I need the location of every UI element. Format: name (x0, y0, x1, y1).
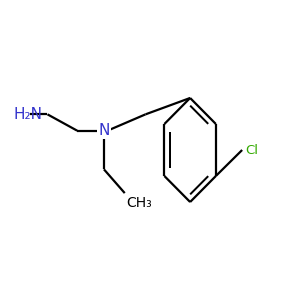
Text: Cl: Cl (245, 143, 258, 157)
Text: N: N (98, 123, 110, 138)
Text: H₂N: H₂N (13, 107, 42, 122)
Text: CH₃: CH₃ (126, 196, 152, 210)
